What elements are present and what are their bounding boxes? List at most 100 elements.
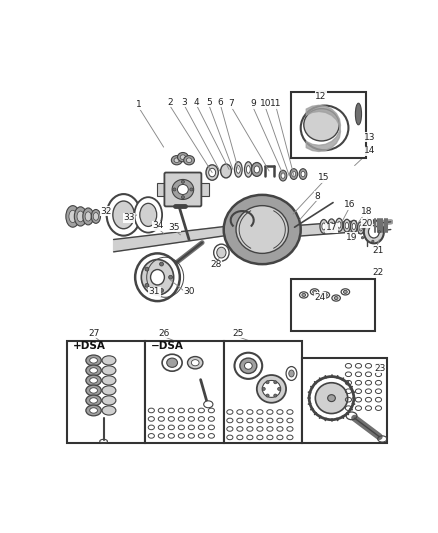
Ellipse shape — [281, 173, 285, 179]
Ellipse shape — [345, 222, 349, 229]
Ellipse shape — [180, 155, 186, 159]
Ellipse shape — [343, 290, 347, 294]
Ellipse shape — [90, 408, 97, 413]
Ellipse shape — [372, 240, 374, 243]
Ellipse shape — [299, 168, 307, 180]
Ellipse shape — [262, 387, 265, 391]
Ellipse shape — [145, 267, 149, 271]
Ellipse shape — [187, 357, 203, 369]
Ellipse shape — [91, 209, 100, 223]
Ellipse shape — [107, 194, 141, 236]
Ellipse shape — [135, 253, 180, 301]
Ellipse shape — [378, 231, 380, 233]
Ellipse shape — [323, 294, 327, 296]
Ellipse shape — [315, 383, 348, 414]
Bar — [157, 183, 166, 196]
Text: 24: 24 — [314, 293, 325, 302]
Ellipse shape — [251, 163, 262, 176]
Text: 31: 31 — [148, 287, 160, 296]
Ellipse shape — [90, 358, 97, 363]
Ellipse shape — [368, 225, 379, 238]
Ellipse shape — [355, 103, 361, 125]
Text: 21: 21 — [372, 246, 383, 255]
Text: 4: 4 — [194, 98, 200, 107]
Ellipse shape — [206, 165, 218, 180]
Text: 27: 27 — [88, 329, 100, 338]
Ellipse shape — [102, 366, 116, 375]
FancyBboxPatch shape — [164, 173, 201, 206]
Ellipse shape — [102, 386, 116, 395]
Ellipse shape — [171, 156, 182, 165]
Ellipse shape — [214, 244, 229, 261]
Ellipse shape — [181, 196, 184, 199]
Ellipse shape — [343, 219, 350, 232]
Ellipse shape — [86, 385, 101, 396]
Text: 30: 30 — [184, 287, 195, 296]
Polygon shape — [113, 227, 225, 252]
Ellipse shape — [90, 398, 97, 403]
Text: +DSA: +DSA — [73, 341, 106, 351]
Ellipse shape — [86, 365, 101, 376]
Text: 19: 19 — [346, 233, 357, 241]
Ellipse shape — [90, 368, 97, 373]
Text: 35: 35 — [169, 223, 180, 232]
Text: 20: 20 — [361, 219, 373, 228]
Ellipse shape — [173, 188, 176, 191]
Text: 15: 15 — [318, 173, 329, 182]
Ellipse shape — [372, 221, 374, 223]
Bar — [224, 341, 302, 443]
Ellipse shape — [361, 237, 364, 239]
Ellipse shape — [141, 260, 173, 295]
Ellipse shape — [181, 180, 184, 183]
Ellipse shape — [66, 206, 80, 227]
Text: 13: 13 — [364, 133, 376, 142]
Ellipse shape — [162, 354, 182, 371]
Ellipse shape — [134, 197, 162, 232]
Ellipse shape — [364, 220, 384, 244]
Ellipse shape — [290, 168, 298, 180]
Ellipse shape — [357, 222, 364, 234]
Ellipse shape — [172, 180, 194, 199]
Ellipse shape — [83, 208, 94, 225]
Ellipse shape — [359, 225, 362, 231]
Ellipse shape — [240, 358, 257, 374]
Bar — [200, 183, 209, 196]
Ellipse shape — [167, 358, 177, 367]
Ellipse shape — [341, 289, 350, 295]
Ellipse shape — [145, 284, 149, 287]
Bar — [302, 358, 387, 443]
Text: 8: 8 — [315, 192, 321, 201]
Text: −DSA: −DSA — [151, 341, 184, 351]
Ellipse shape — [102, 356, 116, 365]
Ellipse shape — [361, 225, 364, 227]
Ellipse shape — [266, 394, 269, 397]
Ellipse shape — [217, 247, 226, 258]
Ellipse shape — [86, 355, 101, 366]
Ellipse shape — [234, 161, 242, 177]
Ellipse shape — [186, 158, 192, 163]
Text: 17: 17 — [326, 223, 337, 232]
Text: 22: 22 — [372, 268, 383, 277]
Text: 1: 1 — [136, 100, 142, 109]
Text: 16: 16 — [343, 200, 355, 209]
Ellipse shape — [190, 188, 193, 191]
Ellipse shape — [304, 109, 339, 141]
Ellipse shape — [332, 295, 340, 301]
Ellipse shape — [300, 292, 308, 298]
Ellipse shape — [204, 401, 213, 408]
Ellipse shape — [334, 296, 338, 300]
Ellipse shape — [274, 381, 277, 384]
Bar — [67, 341, 145, 443]
Text: 11: 11 — [270, 100, 282, 109]
Text: 33: 33 — [123, 213, 135, 222]
Ellipse shape — [322, 223, 326, 230]
Text: 14: 14 — [364, 147, 376, 156]
Ellipse shape — [159, 288, 163, 293]
Ellipse shape — [279, 170, 287, 181]
Ellipse shape — [262, 381, 281, 398]
Ellipse shape — [266, 381, 269, 384]
Text: 25: 25 — [232, 329, 243, 338]
Ellipse shape — [113, 201, 134, 229]
Ellipse shape — [86, 395, 101, 406]
Text: 5: 5 — [206, 98, 212, 107]
